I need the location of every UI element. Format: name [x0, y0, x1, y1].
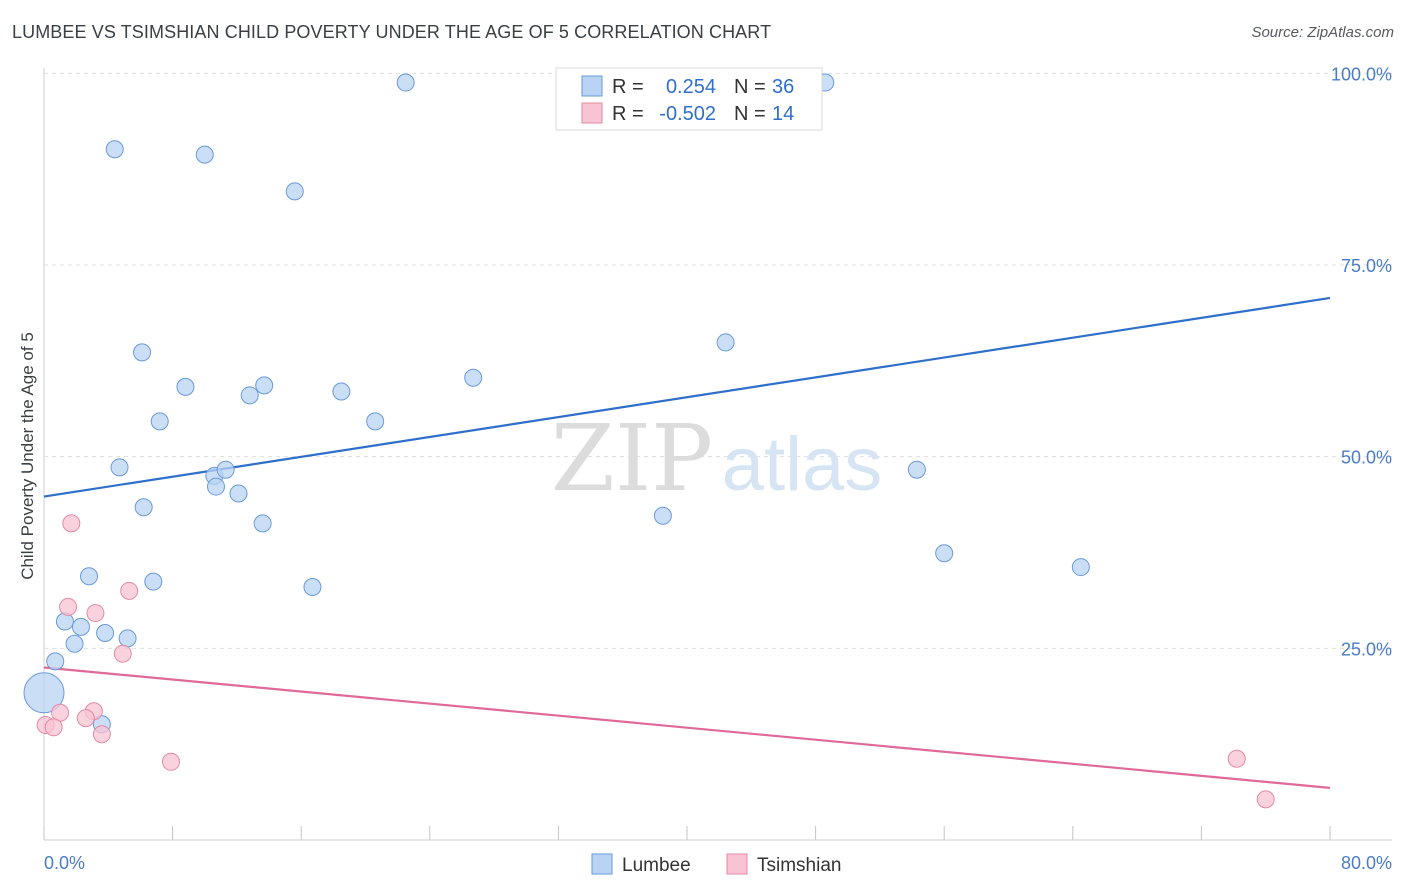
- watermark: ZIP atlas: [551, 405, 882, 512]
- axes: [43, 68, 1392, 841]
- point-lumbee-13: [366, 412, 385, 431]
- point-lumbee-29: [71, 617, 90, 636]
- point-lumbee-14: [110, 458, 129, 477]
- point-lumbee-18: [229, 484, 248, 503]
- point-lumbee-5: [716, 333, 735, 352]
- y-tick-label-100: 100.0%: [1331, 64, 1392, 84]
- point-lumbee-16: [216, 460, 235, 479]
- stats-n-label-tsimshian: N =: [734, 103, 766, 125]
- point-lumbee-10: [332, 382, 351, 401]
- tick-labels: 25.0% 50.0% 75.0% 100.0% 0.0% 80.0%: [44, 64, 1392, 873]
- point-tsimshian-0: [62, 514, 81, 533]
- point-lumbee-32: [65, 634, 84, 653]
- source-credit: Source: ZipAtlas.com: [1251, 24, 1394, 41]
- point-lumbee-8: [255, 376, 274, 395]
- legend-swatch-lumbee: [591, 853, 613, 875]
- point-tsimshian-1: [59, 597, 78, 616]
- chart-title: LUMBEE VS TSIMSHIAN CHILD POVERTY UNDER …: [12, 22, 772, 42]
- point-lumbee-33: [46, 652, 65, 671]
- point-lumbee-3: [195, 145, 214, 164]
- legend-label-tsimshian: Tsimshian: [757, 855, 841, 876]
- legend-label-lumbee: Lumbee: [622, 855, 691, 876]
- point-tsimshian-10: [92, 725, 111, 744]
- point-lumbee-19: [907, 460, 926, 479]
- watermark-zip: ZIP: [551, 405, 713, 512]
- point-lumbee-25: [80, 567, 99, 586]
- data-points: [23, 73, 1275, 809]
- watermark-atlas: atlas: [722, 422, 883, 507]
- point-tsimshian-13: [1256, 790, 1275, 809]
- point-lumbee-24: [1071, 558, 1090, 577]
- point-lumbee-11: [464, 368, 483, 387]
- series-legend: Lumbee Tsimshian: [591, 853, 841, 876]
- point-tsimshian-4: [113, 644, 132, 663]
- stats-swatch-lumbee: [581, 75, 603, 97]
- point-lumbee-17: [207, 477, 226, 496]
- trend-lines: [43, 296, 1331, 789]
- y-tick-label-75: 75.0%: [1341, 256, 1392, 276]
- point-lumbee-34: [23, 672, 65, 714]
- point-tsimshian-9: [44, 718, 63, 737]
- legend-swatch-tsimshian: [726, 853, 748, 875]
- point-lumbee-20: [134, 498, 153, 517]
- point-lumbee-23: [935, 544, 954, 563]
- point-lumbee-7: [176, 377, 195, 396]
- y-tick-label-25: 25.0%: [1341, 639, 1392, 659]
- grid: [44, 72, 1392, 649]
- point-lumbee-9: [240, 386, 259, 405]
- point-lumbee-4: [285, 182, 304, 201]
- stats-r-label-lumbee: R =: [612, 76, 644, 98]
- stats-r-value-tsimshian: -0.502: [659, 103, 716, 125]
- stats-legend: R = 0.254 N = 36 R = -0.502 N = 14: [555, 67, 823, 131]
- stats-n-value-tsimshian: 14: [772, 103, 794, 125]
- point-tsimshian-3: [120, 581, 139, 600]
- trend-line-lumbee: [43, 296, 1331, 498]
- point-lumbee-22: [653, 506, 672, 525]
- point-tsimshian-11: [161, 752, 180, 771]
- point-lumbee-2: [105, 140, 124, 159]
- point-lumbee-28: [55, 612, 74, 631]
- point-lumbee-26: [144, 572, 163, 591]
- trend-line-tsimshian: [43, 666, 1331, 789]
- point-lumbee-21: [253, 514, 272, 533]
- x-tick-label-0: 0.0%: [44, 853, 85, 873]
- stats-n-value-lumbee: 36: [772, 76, 794, 98]
- stats-r-label-tsimshian: R =: [612, 103, 644, 125]
- point-lumbee-0: [396, 73, 415, 92]
- point-tsimshian-2: [86, 604, 105, 623]
- y-tick-label-50: 50.0%: [1341, 448, 1392, 468]
- point-lumbee-12: [150, 412, 169, 431]
- stats-swatch-tsimshian: [581, 102, 603, 124]
- point-lumbee-30: [96, 624, 115, 642]
- x-tick-label-80: 80.0%: [1341, 853, 1392, 873]
- point-lumbee-27: [303, 578, 322, 596]
- point-tsimshian-12: [1227, 749, 1246, 768]
- stats-n-label-lumbee: N =: [734, 76, 766, 98]
- stats-r-value-lumbee: 0.254: [666, 76, 716, 98]
- point-tsimshian-7: [76, 709, 95, 728]
- point-lumbee-31: [118, 629, 137, 648]
- point-lumbee-6: [133, 343, 152, 362]
